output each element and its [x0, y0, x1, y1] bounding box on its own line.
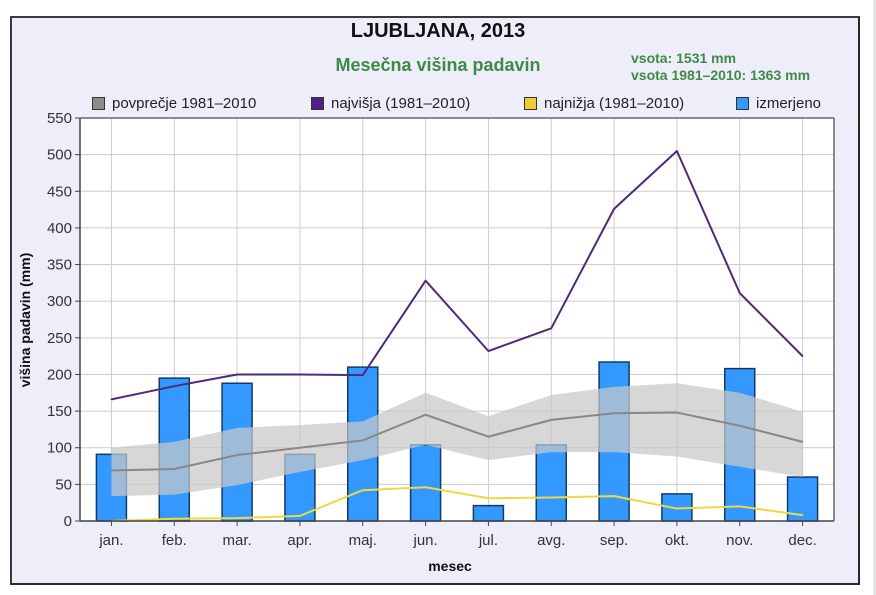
- line-point: [173, 385, 176, 387]
- line-point: [613, 495, 615, 497]
- line-point: [299, 446, 301, 449]
- x-tick-label: nov.: [726, 532, 753, 549]
- line-point: [236, 454, 238, 456]
- x-tick-label: avg.: [537, 532, 565, 549]
- x-tick-label: maj.: [349, 532, 377, 549]
- legend-swatch-icon: [92, 97, 105, 110]
- legend-item-mean[interactable]: povprečje 1981–2010: [92, 95, 256, 112]
- legend-label: najvišja (1981–2010): [331, 95, 471, 112]
- y-tick-label: 550: [47, 110, 72, 127]
- legend-label: povprečje 1981–2010: [112, 95, 257, 112]
- chart-title: LJUBLJANA, 2013: [350, 20, 526, 42]
- y-tick-label: 450: [47, 183, 72, 200]
- bar: [535, 444, 567, 522]
- sums-box: vsota: 1531 mm vsota 1981–2010: 1363 mm: [631, 50, 810, 84]
- line-point: [676, 150, 678, 152]
- legend-swatch-icon: [311, 97, 324, 110]
- line-point: [487, 435, 490, 438]
- line-point: [550, 419, 553, 421]
- y-tick-label: 250: [47, 330, 72, 347]
- x-axis-title: mesec: [428, 558, 472, 574]
- line-point: [424, 413, 427, 416]
- y-axis-title: višina padavin (mm): [17, 253, 33, 388]
- x-tick-label: jul.: [478, 532, 498, 549]
- y-tick-label: 100: [47, 440, 72, 457]
- line-point: [173, 518, 176, 520]
- y-tick-label: 400: [47, 220, 72, 237]
- x-tick-label: apr.: [287, 532, 312, 549]
- window-edge-strip: [873, 0, 876, 595]
- legend-item-min[interactable]: najnižja (1981–2010): [524, 95, 684, 112]
- line-point: [361, 489, 364, 492]
- line-point: [487, 350, 490, 352]
- line-point: [236, 517, 238, 519]
- legend-item-max[interactable]: najvišja (1981–2010): [311, 95, 470, 112]
- y-tick-label: 500: [47, 147, 72, 164]
- legend-item-measured[interactable]: izmerjeno: [736, 95, 821, 112]
- line-point: [424, 486, 427, 489]
- band-mean-range: [111, 383, 803, 497]
- x-tick-labels: jan. feb. mar. apr. maj. jun. jul. avg. sep. okt.…: [98, 521, 817, 549]
- sum-current: vsota: 1531 mm: [631, 50, 737, 66]
- line-point: [424, 279, 427, 282]
- line-point: [361, 374, 364, 376]
- band-area: [111, 383, 803, 497]
- y-tick-labels: 0 50 100 150 200 250 300 350 400 450 500 550: [47, 110, 80, 530]
- line-point: [110, 469, 113, 472]
- x-tick-label: mar.: [222, 532, 251, 549]
- x-tick-label: jun.: [412, 532, 437, 549]
- line-point: [801, 514, 804, 516]
- y-tick-label: 350: [47, 257, 72, 274]
- legend-swatch-icon: [736, 97, 749, 110]
- y-tick-label: 0: [64, 513, 72, 530]
- line-point: [676, 411, 678, 414]
- line-point: [801, 441, 804, 443]
- line-point: [361, 439, 364, 442]
- line-point: [738, 505, 741, 508]
- legend-label: izmerjeno: [756, 95, 822, 112]
- line-max: [111, 149, 804, 401]
- y-tick-label: 150: [47, 403, 72, 420]
- line-point: [299, 515, 301, 517]
- series-lines: [110, 149, 804, 522]
- line-point: [738, 424, 741, 427]
- x-tick-label: dec.: [788, 532, 816, 549]
- x-tick-label: okt.: [665, 532, 689, 549]
- line-min: [111, 486, 803, 522]
- sum-normal: vsota 1981–2010: 1363 mm: [631, 67, 811, 83]
- line-point: [676, 507, 678, 510]
- x-tick-label: jan.: [98, 532, 123, 549]
- y-tick-label: 200: [47, 366, 72, 383]
- y-tick-label: 50: [55, 476, 72, 493]
- line-point: [738, 292, 741, 294]
- y-tick-label: 300: [47, 293, 72, 310]
- legend-swatch-icon: [524, 97, 537, 110]
- line-point: [613, 412, 615, 415]
- bar: [409, 444, 442, 522]
- line-point: [236, 373, 238, 376]
- line-point: [173, 468, 176, 470]
- line-point: [299, 373, 301, 376]
- line-mean: [111, 411, 803, 472]
- line-point: [487, 497, 490, 500]
- line-point: [110, 398, 113, 401]
- bar: [472, 504, 505, 522]
- x-tick-label: sep.: [600, 532, 628, 549]
- chart-subtitle: Mesečna višina padavin: [335, 55, 541, 75]
- line-point: [550, 496, 553, 499]
- axes: [79, 117, 835, 522]
- legend-label: najnižja (1981–2010): [544, 95, 685, 112]
- x-tick-label: feb.: [162, 532, 187, 549]
- line-point: [613, 208, 615, 210]
- line-point: [550, 327, 553, 330]
- line-point: [801, 355, 804, 357]
